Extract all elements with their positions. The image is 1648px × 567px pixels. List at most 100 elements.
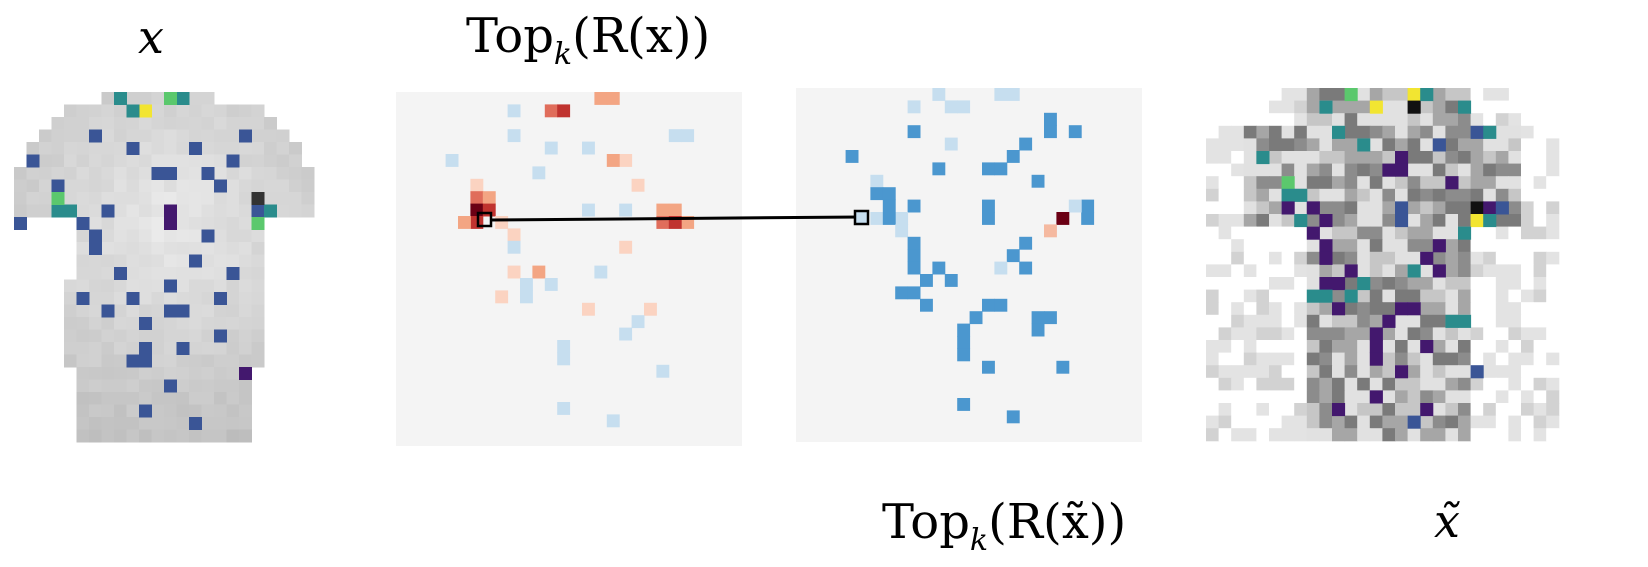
pixel bbox=[251, 242, 265, 255]
pixel bbox=[1231, 390, 1245, 404]
highlight-pixel bbox=[1319, 251, 1333, 265]
pixel bbox=[201, 217, 215, 230]
pixel bbox=[1218, 314, 1232, 328]
pixel bbox=[1231, 226, 1245, 240]
pixel bbox=[14, 192, 27, 205]
pixel bbox=[1382, 188, 1396, 202]
pixel bbox=[214, 279, 227, 293]
pixel bbox=[126, 379, 140, 393]
pixel bbox=[226, 304, 240, 318]
pixel bbox=[176, 279, 190, 293]
pixel bbox=[1432, 340, 1446, 354]
pixel bbox=[1269, 365, 1283, 379]
pixel bbox=[289, 192, 302, 205]
pixel bbox=[76, 317, 90, 330]
pixel bbox=[176, 117, 190, 130]
pixel bbox=[201, 329, 215, 343]
pixel bbox=[1432, 377, 1446, 391]
highlight-pixel bbox=[139, 104, 152, 118]
pixel bbox=[276, 154, 290, 168]
pixel bbox=[264, 142, 277, 155]
pixel bbox=[1269, 201, 1283, 215]
pixel bbox=[1344, 176, 1358, 190]
pixel bbox=[1231, 239, 1245, 253]
pixel bbox=[176, 354, 190, 368]
pixel bbox=[1407, 377, 1421, 391]
pixel bbox=[276, 204, 290, 218]
pixel bbox=[1218, 264, 1232, 278]
pixel bbox=[1269, 264, 1283, 278]
relevance-cell bbox=[507, 265, 521, 279]
pixel bbox=[1407, 125, 1421, 139]
pixel bbox=[1395, 125, 1409, 139]
pixel bbox=[1521, 327, 1535, 341]
pixel bbox=[1294, 125, 1308, 139]
pixel bbox=[189, 167, 202, 180]
pixel bbox=[126, 179, 140, 193]
pixel bbox=[1483, 415, 1497, 429]
pixel bbox=[51, 142, 65, 155]
pixel bbox=[201, 179, 215, 193]
relevance-cell bbox=[520, 290, 533, 304]
pixel bbox=[1243, 113, 1257, 127]
pixel bbox=[151, 354, 165, 368]
pixel bbox=[289, 167, 302, 180]
pixel bbox=[1546, 151, 1560, 165]
pixel bbox=[176, 379, 190, 393]
highlight-pixel bbox=[1395, 214, 1409, 228]
pixel bbox=[1533, 327, 1547, 341]
pixel bbox=[114, 242, 127, 255]
pixel bbox=[1306, 264, 1320, 278]
highlight-pixel bbox=[126, 292, 140, 305]
pixel bbox=[151, 229, 165, 243]
pixel bbox=[1395, 340, 1409, 354]
pixel bbox=[89, 329, 102, 343]
pixel bbox=[1483, 251, 1497, 265]
pixel bbox=[1521, 251, 1535, 265]
pixel bbox=[1508, 403, 1522, 417]
relevance-cell bbox=[1019, 137, 1033, 151]
pixel bbox=[1382, 113, 1396, 127]
pixel bbox=[1281, 239, 1295, 253]
pixel bbox=[1332, 188, 1346, 202]
pixel bbox=[1231, 352, 1245, 366]
pixel bbox=[1546, 163, 1560, 177]
pixel bbox=[1495, 403, 1509, 417]
pixel bbox=[1357, 365, 1371, 379]
highlight-pixel bbox=[164, 379, 177, 393]
relevance-cell bbox=[845, 150, 859, 163]
pixel bbox=[1445, 377, 1459, 391]
pixel bbox=[76, 354, 90, 368]
pixel bbox=[1243, 201, 1257, 215]
pixel bbox=[1294, 163, 1308, 177]
pixel bbox=[1218, 214, 1232, 228]
pixel bbox=[1281, 415, 1295, 429]
pixel bbox=[1344, 239, 1358, 253]
highlight-pixel bbox=[1319, 214, 1333, 228]
pixel bbox=[1533, 277, 1547, 291]
pixel bbox=[1332, 100, 1346, 114]
pixel bbox=[1206, 163, 1220, 177]
relevance-cell bbox=[606, 414, 620, 428]
highlight-pixel bbox=[1420, 251, 1434, 265]
pixel bbox=[1495, 365, 1509, 379]
pixel bbox=[201, 392, 215, 405]
pixel bbox=[1243, 314, 1257, 328]
pixel bbox=[1231, 277, 1245, 291]
pixel bbox=[101, 342, 115, 355]
pixel bbox=[101, 317, 115, 330]
pixel bbox=[264, 129, 277, 143]
relevance-cell bbox=[557, 340, 571, 353]
pixel bbox=[189, 129, 202, 143]
pixel bbox=[1256, 403, 1270, 417]
pixel bbox=[126, 317, 140, 330]
pixel bbox=[1458, 151, 1472, 165]
pixel bbox=[1382, 327, 1396, 341]
pixel bbox=[1407, 138, 1421, 152]
pixel bbox=[1546, 314, 1560, 328]
pixel bbox=[1206, 226, 1220, 240]
pixel bbox=[201, 367, 215, 380]
pixel bbox=[114, 354, 127, 368]
relevance-cell bbox=[907, 236, 921, 250]
pixel bbox=[1533, 251, 1547, 265]
